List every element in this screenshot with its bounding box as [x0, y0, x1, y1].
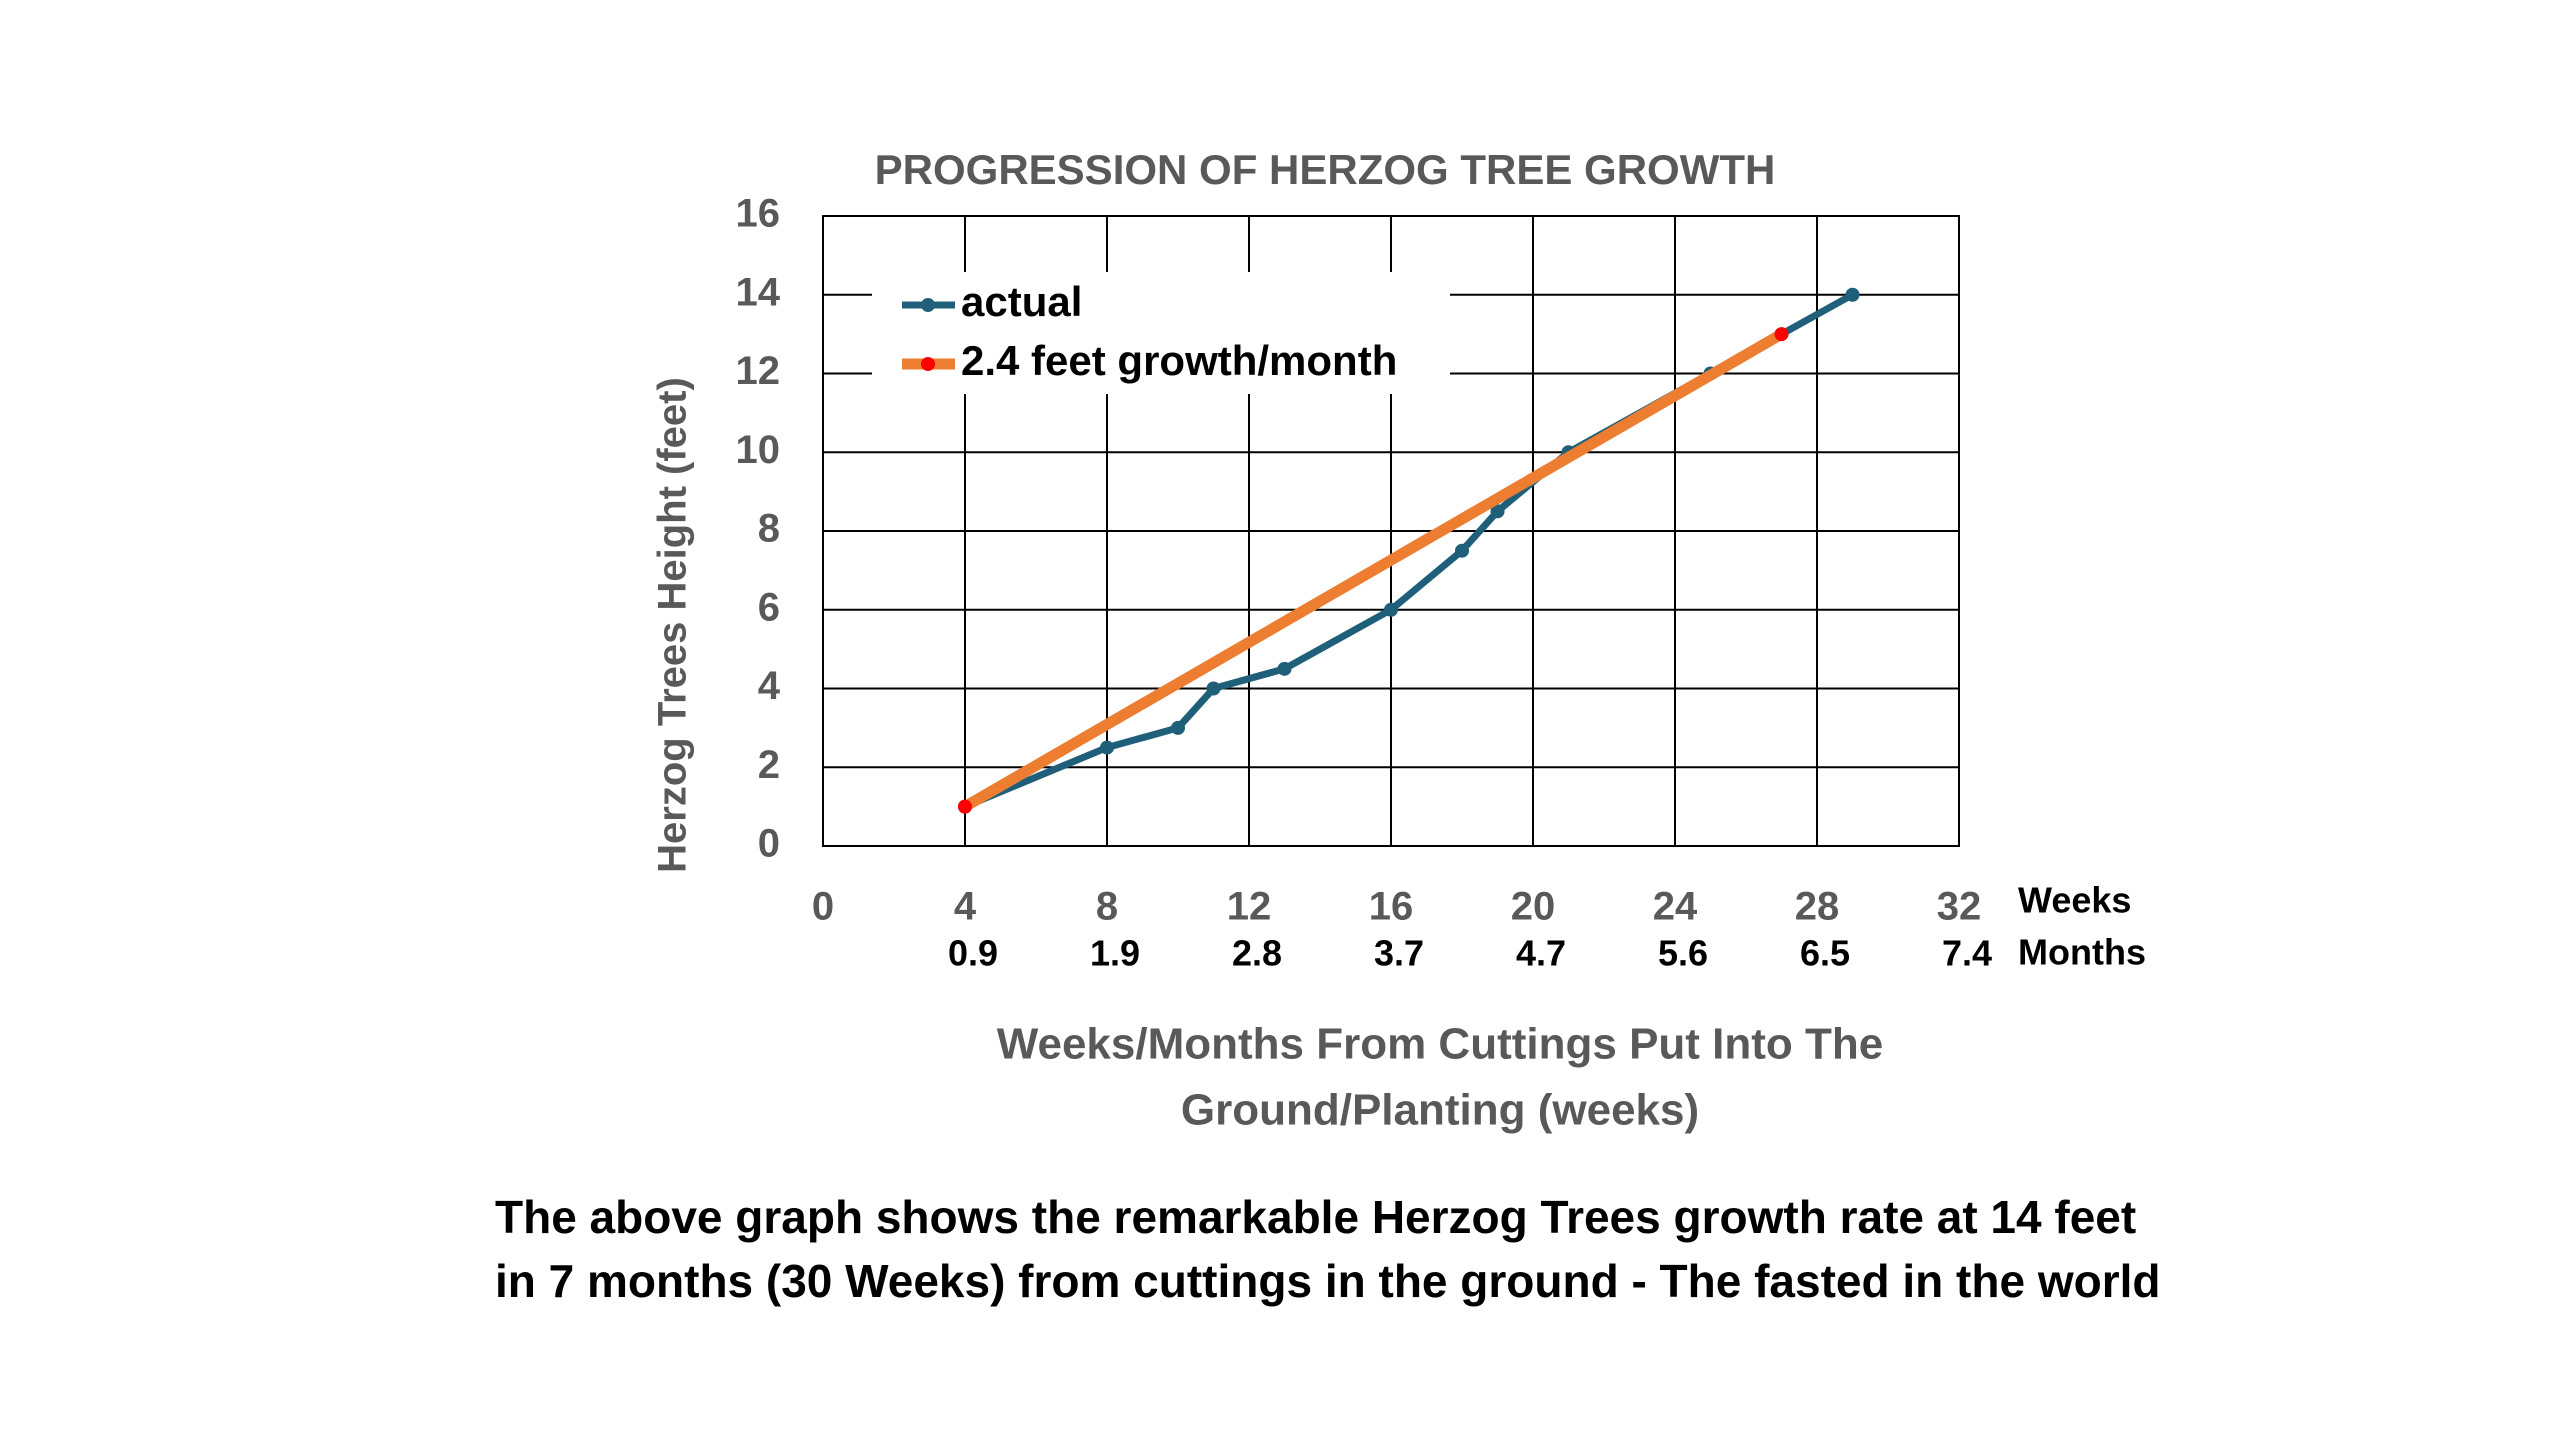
- data-point: [1206, 681, 1221, 696]
- x-tick-label: 24: [1653, 885, 1698, 929]
- caption: in 7 months (30 Weeks) from cuttings in …: [495, 1255, 2160, 1307]
- data-point: [1384, 602, 1398, 617]
- legend-marker: [921, 298, 935, 312]
- month-label: 1.9: [1090, 933, 1140, 974]
- x-tick-label: 12: [1227, 885, 1272, 929]
- x-unit-label: Weeks: [2018, 880, 2131, 921]
- y-tick-label: 4: [758, 664, 781, 708]
- month-label: 4.7: [1516, 933, 1566, 974]
- data-point: [1100, 740, 1114, 755]
- month-label: 6.5: [1800, 933, 1850, 974]
- month-label: 2.8: [1232, 933, 1282, 974]
- x-tick-label: 0: [812, 885, 834, 929]
- month-unit-label: Months: [2018, 932, 2146, 973]
- data-point: [1845, 287, 1860, 302]
- y-tick-label: 0: [758, 822, 780, 866]
- month-label: 7.4: [1942, 933, 1992, 974]
- chart-title: PROGRESSION OF HERZOG TREE GROWTH: [875, 146, 1776, 193]
- legend-label: 2.4 feet growth/month: [961, 337, 1397, 384]
- data-point: [1774, 327, 1789, 342]
- legend-box: [872, 272, 1450, 394]
- y-tick-label: 2: [758, 743, 780, 787]
- x-axis-title: Weeks/Months From Cuttings Put Into The: [997, 1020, 1884, 1069]
- series-line: [959, 328, 1787, 813]
- x-tick-label: 16: [1369, 885, 1414, 929]
- y-tick-label: 6: [758, 585, 780, 629]
- x-axis-title: Ground/Planting (weeks): [1181, 1086, 1699, 1135]
- month-label: 0.9: [948, 933, 998, 974]
- x-tick-label: 32: [1937, 885, 1982, 929]
- data-point: [1277, 661, 1292, 676]
- y-axis-title: Herzog Trees Height (feet): [651, 377, 695, 873]
- x-tick-label: 20: [1511, 885, 1556, 929]
- x-tick-label: 28: [1795, 885, 1840, 929]
- legend-label: actual: [961, 278, 1082, 325]
- x-tick-label: 8: [1096, 885, 1118, 929]
- month-label: 3.7: [1374, 933, 1424, 974]
- month-label: 5.6: [1658, 933, 1708, 974]
- y-tick-label: 10: [736, 428, 781, 472]
- caption: The above graph shows the remarkable Her…: [495, 1191, 2136, 1243]
- legend-marker: [921, 357, 935, 371]
- data-point: [958, 799, 972, 814]
- data-point: [1455, 543, 1469, 558]
- x-tick-label: 4: [954, 885, 977, 929]
- data-point: [1490, 504, 1505, 519]
- y-tick-label: 8: [758, 507, 780, 551]
- y-tick-label: 14: [736, 270, 781, 314]
- y-tick-label: 16: [736, 192, 781, 236]
- y-tick-label: 12: [736, 349, 781, 393]
- data-point: [1171, 720, 1185, 735]
- plot-border: [822, 215, 1960, 847]
